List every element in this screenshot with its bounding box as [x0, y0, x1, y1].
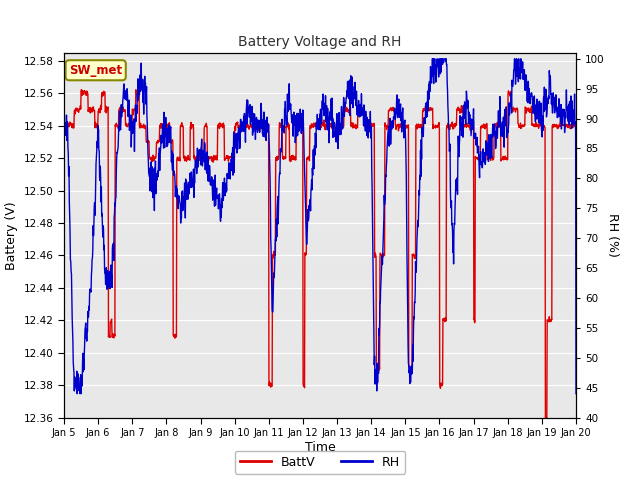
- BattV: [467, 127, 474, 133]
- BattV: [162, 126, 170, 132]
- BattV: [174, 157, 182, 163]
- RH: [572, 391, 580, 396]
- Line: BattV: BattV: [64, 90, 576, 420]
- BattV: [77, 87, 85, 93]
- RH: [399, 123, 407, 129]
- Text: SW_met: SW_met: [69, 64, 122, 77]
- RH: [428, 56, 436, 61]
- Y-axis label: Battery (V): Battery (V): [5, 201, 18, 269]
- BattV: [399, 122, 407, 128]
- RH: [232, 145, 239, 151]
- BattV: [511, 109, 519, 115]
- RH: [60, 142, 68, 148]
- RH: [512, 72, 520, 78]
- BattV: [60, 125, 68, 131]
- BattV: [232, 127, 239, 133]
- RH: [174, 206, 182, 212]
- RH: [74, 391, 81, 396]
- X-axis label: Time: Time: [305, 441, 335, 454]
- RH: [162, 115, 170, 120]
- BattV: [572, 124, 580, 130]
- RH: [467, 116, 474, 121]
- Legend: BattV, RH: BattV, RH: [235, 451, 405, 474]
- BattV: [543, 417, 550, 422]
- Title: Battery Voltage and RH: Battery Voltage and RH: [238, 35, 402, 49]
- Line: RH: RH: [64, 59, 576, 394]
- Y-axis label: RH (%): RH (%): [605, 213, 618, 257]
